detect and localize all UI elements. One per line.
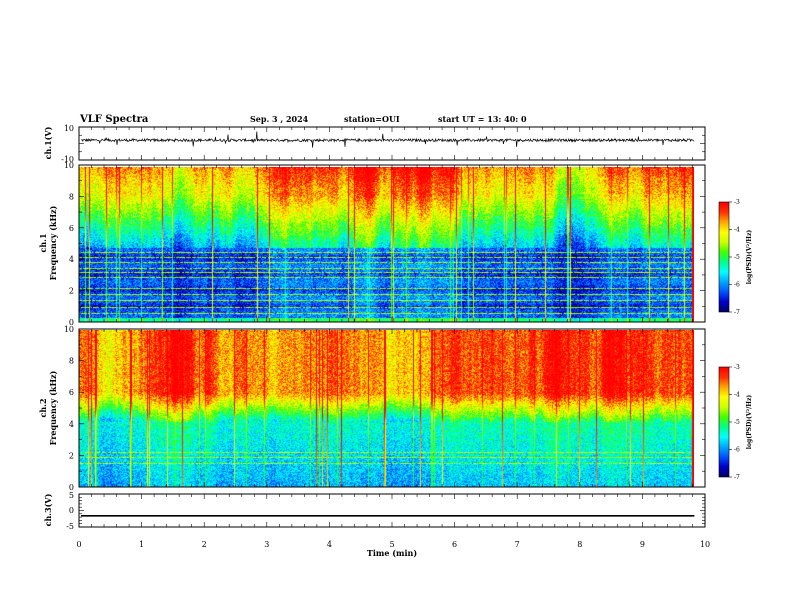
- time-tick-label: 6: [452, 540, 457, 549]
- time-tick-label: 2: [202, 540, 207, 549]
- ch2-spectrogram-image: [79, 330, 694, 487]
- start-time-label: start UT = 13: 40: 0: [438, 114, 527, 124]
- ch3-waveform-ticks: [78, 493, 706, 528]
- time-tick-label: 5: [389, 540, 394, 549]
- ch3-ytick-max: 5: [69, 491, 74, 500]
- ch1-colorbar: [719, 202, 729, 312]
- ch1-frequency-label: Frequency (kHz): [48, 205, 58, 280]
- time-tick-label: 4: [327, 540, 332, 549]
- colorbar-tick-label: -6: [734, 282, 740, 289]
- time-tick-label: 9: [640, 540, 645, 549]
- ch1-channel-label: ch.1: [38, 233, 48, 252]
- time-axis-tick-labels: 0 1 2 3 4 5 6 7 8 9 10: [76, 540, 710, 549]
- ch1-waveform-panel: 10 -10 ch.1(V): [43, 124, 706, 164]
- colorbar-tick-label: -7: [734, 474, 740, 481]
- ch3-waveform-ylabel: ch.3(V): [43, 493, 53, 526]
- frequency-tick-label: 6: [69, 224, 74, 233]
- frequency-tick-label: 4: [69, 255, 74, 264]
- colorbar-tick-label: -3: [734, 364, 740, 371]
- colorbar-tick-label: -3: [734, 199, 740, 206]
- frequency-tick-label: 0: [69, 483, 74, 492]
- frequency-tick-label: 2: [69, 287, 74, 296]
- ch3-waveform-panel: 5 0 -5 ch.3(V): [43, 491, 706, 531]
- frequency-tick-label: 10: [64, 325, 74, 334]
- colorbar-tick-label: -4: [734, 392, 740, 399]
- colorbar-tick-label: -6: [734, 447, 740, 454]
- ch2-spectrogram-ytick-labels: 0 2 4 6 8 10: [64, 325, 74, 492]
- frequency-tick-label: 8: [69, 357, 74, 366]
- ch1-colorbar-label: log(PSD)(V²/Hz): [746, 230, 753, 285]
- ch1-ytick-max: 10: [64, 124, 74, 133]
- frequency-tick-label: 6: [69, 388, 74, 397]
- ch1-spectrogram-image: [79, 167, 694, 322]
- ch1-spectrogram-ytick-labels: 0 2 4 6 8 10: [64, 161, 74, 327]
- ch1-waveform-ticks: [78, 126, 706, 161]
- ch1-ytick-min: -10: [61, 155, 74, 164]
- date-label: Sep. 3 , 2024: [250, 114, 309, 124]
- ch3-ytick-min: -5: [66, 522, 74, 531]
- frequency-tick-label: 2: [69, 451, 74, 460]
- frequency-tick-label: 8: [69, 192, 74, 201]
- ch2-colorbar-label: log(PSD)(V²/Hz): [746, 395, 753, 450]
- time-axis-label: Time (min): [367, 548, 417, 558]
- ch3-ytick-zero: 0: [69, 506, 74, 515]
- ch1-waveform-ylabel: ch.1(V): [43, 126, 53, 159]
- colorbar-tick-label: -7: [734, 309, 740, 316]
- ch2-frequency-label: Frequency (kHz): [48, 370, 58, 445]
- time-tick-label: 10: [700, 540, 710, 549]
- time-tick-label: 0: [76, 540, 81, 549]
- frequency-tick-label: 4: [69, 420, 74, 429]
- time-tick-label: 7: [515, 540, 520, 549]
- frequency-tick-label: 0: [69, 318, 74, 327]
- frequency-tick-label: 10: [64, 161, 74, 170]
- time-tick-label: 8: [577, 540, 582, 549]
- station-label: station=OUI: [344, 114, 400, 124]
- time-tick-label: 3: [264, 540, 269, 549]
- ch2-colorbar-ticks: -3 -4 -5 -6 -7: [729, 364, 740, 481]
- colorbar-tick-label: -4: [734, 227, 740, 234]
- ch1-colorbar-ticks: -3 -4 -5 -6 -7: [729, 199, 740, 316]
- ch2-spectrogram-ticks: [78, 328, 706, 488]
- ch2-colorbar: [719, 367, 729, 477]
- figure-title: VLF Spectra: [79, 114, 149, 125]
- ch1-waveform-line: [80, 131, 695, 148]
- ch1-spectrogram-ticks: [78, 164, 706, 323]
- ch2-channel-label: ch.2: [38, 398, 48, 417]
- colorbar-tick-label: -5: [734, 419, 740, 426]
- colorbar-tick-label: -5: [734, 254, 740, 261]
- time-tick-label: 1: [139, 540, 144, 549]
